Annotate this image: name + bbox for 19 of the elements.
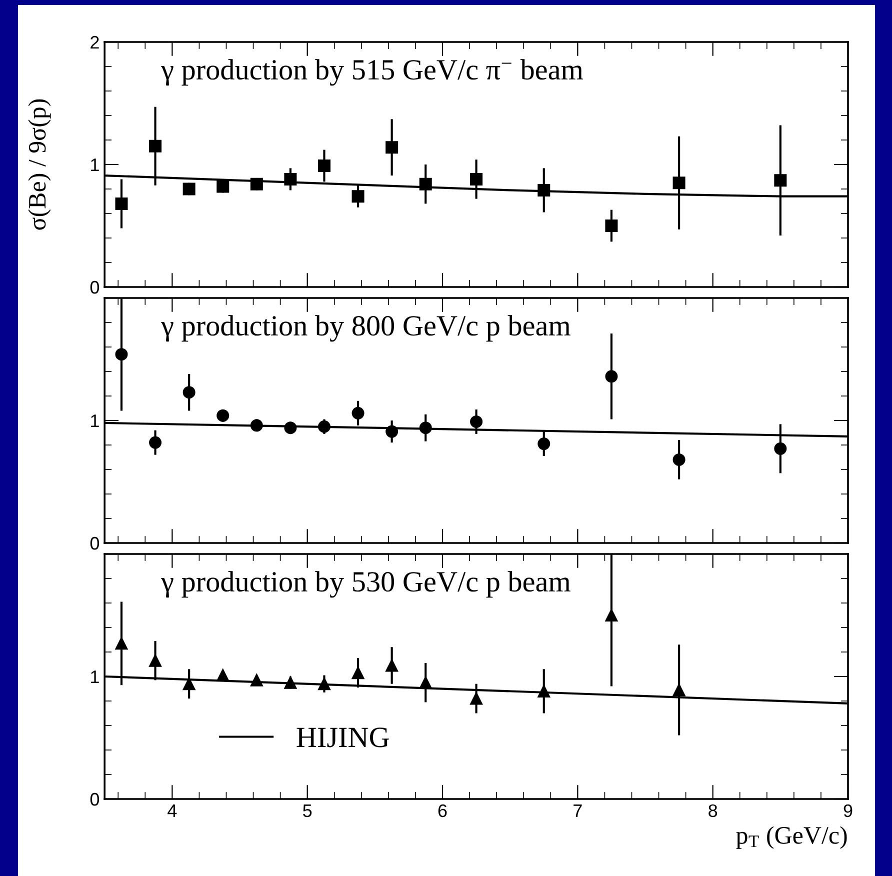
x-tick-label: 7 [574, 804, 582, 817]
y-tick-label: 0 [90, 792, 100, 806]
text: γ production by 530 GeV/c p beam [161, 571, 570, 598]
y-tick-label: 1 [91, 158, 99, 172]
x-tick-label: 4 [168, 804, 177, 817]
y-tick-label: 0 [90, 536, 100, 550]
text: γ production by 800 GeV/c p beam [161, 315, 570, 342]
y-tick-label: 1 [91, 670, 99, 684]
x-tick-label: 6 [438, 804, 447, 818]
text: γ production by 515 GeV/c π$^{−}$ beam [161, 59, 583, 86]
y-axis-title: σ(Be) / 9σ(p) [28, 99, 51, 230]
y-tick-label: 2 [90, 36, 99, 49]
legend-label: HIJING [296, 728, 389, 748]
x-tick-label: 5 [303, 804, 312, 818]
x-tick-label: 8 [708, 804, 718, 818]
y-tick-label: 0 [90, 280, 100, 294]
y-tick-label: 1 [91, 414, 99, 428]
x-axis-title: p$_{T}$ (GeV/c) [736, 826, 847, 849]
x-tick-label: 9 [844, 804, 852, 818]
